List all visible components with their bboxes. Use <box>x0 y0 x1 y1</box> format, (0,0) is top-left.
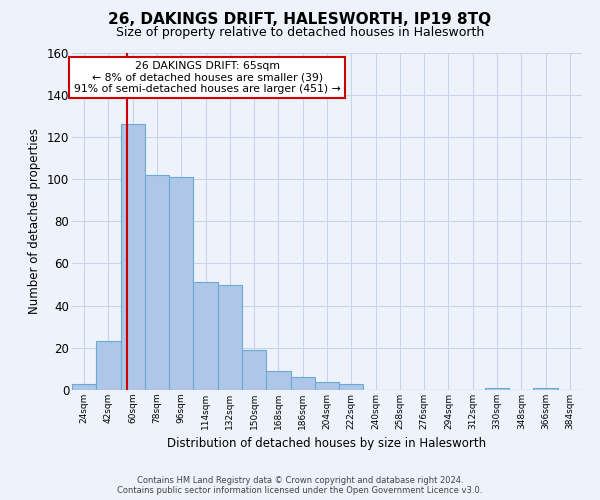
Bar <box>242 350 266 390</box>
Bar <box>169 177 193 390</box>
Text: Contains HM Land Registry data © Crown copyright and database right 2024.
Contai: Contains HM Land Registry data © Crown c… <box>118 476 482 495</box>
Text: 26 DAKINGS DRIFT: 65sqm
← 8% of detached houses are smaller (39)
91% of semi-det: 26 DAKINGS DRIFT: 65sqm ← 8% of detached… <box>74 61 341 94</box>
Text: 26, DAKINGS DRIFT, HALESWORTH, IP19 8TQ: 26, DAKINGS DRIFT, HALESWORTH, IP19 8TQ <box>109 12 491 28</box>
Bar <box>72 384 96 390</box>
Y-axis label: Number of detached properties: Number of detached properties <box>28 128 41 314</box>
Bar <box>339 384 364 390</box>
Bar <box>218 284 242 390</box>
Bar <box>266 371 290 390</box>
Bar <box>533 388 558 390</box>
Bar <box>290 378 315 390</box>
X-axis label: Distribution of detached houses by size in Halesworth: Distribution of detached houses by size … <box>167 438 487 450</box>
Bar <box>315 382 339 390</box>
Bar <box>145 175 169 390</box>
Text: Size of property relative to detached houses in Halesworth: Size of property relative to detached ho… <box>116 26 484 39</box>
Bar <box>121 124 145 390</box>
Bar <box>193 282 218 390</box>
Bar <box>485 388 509 390</box>
Bar <box>96 342 121 390</box>
